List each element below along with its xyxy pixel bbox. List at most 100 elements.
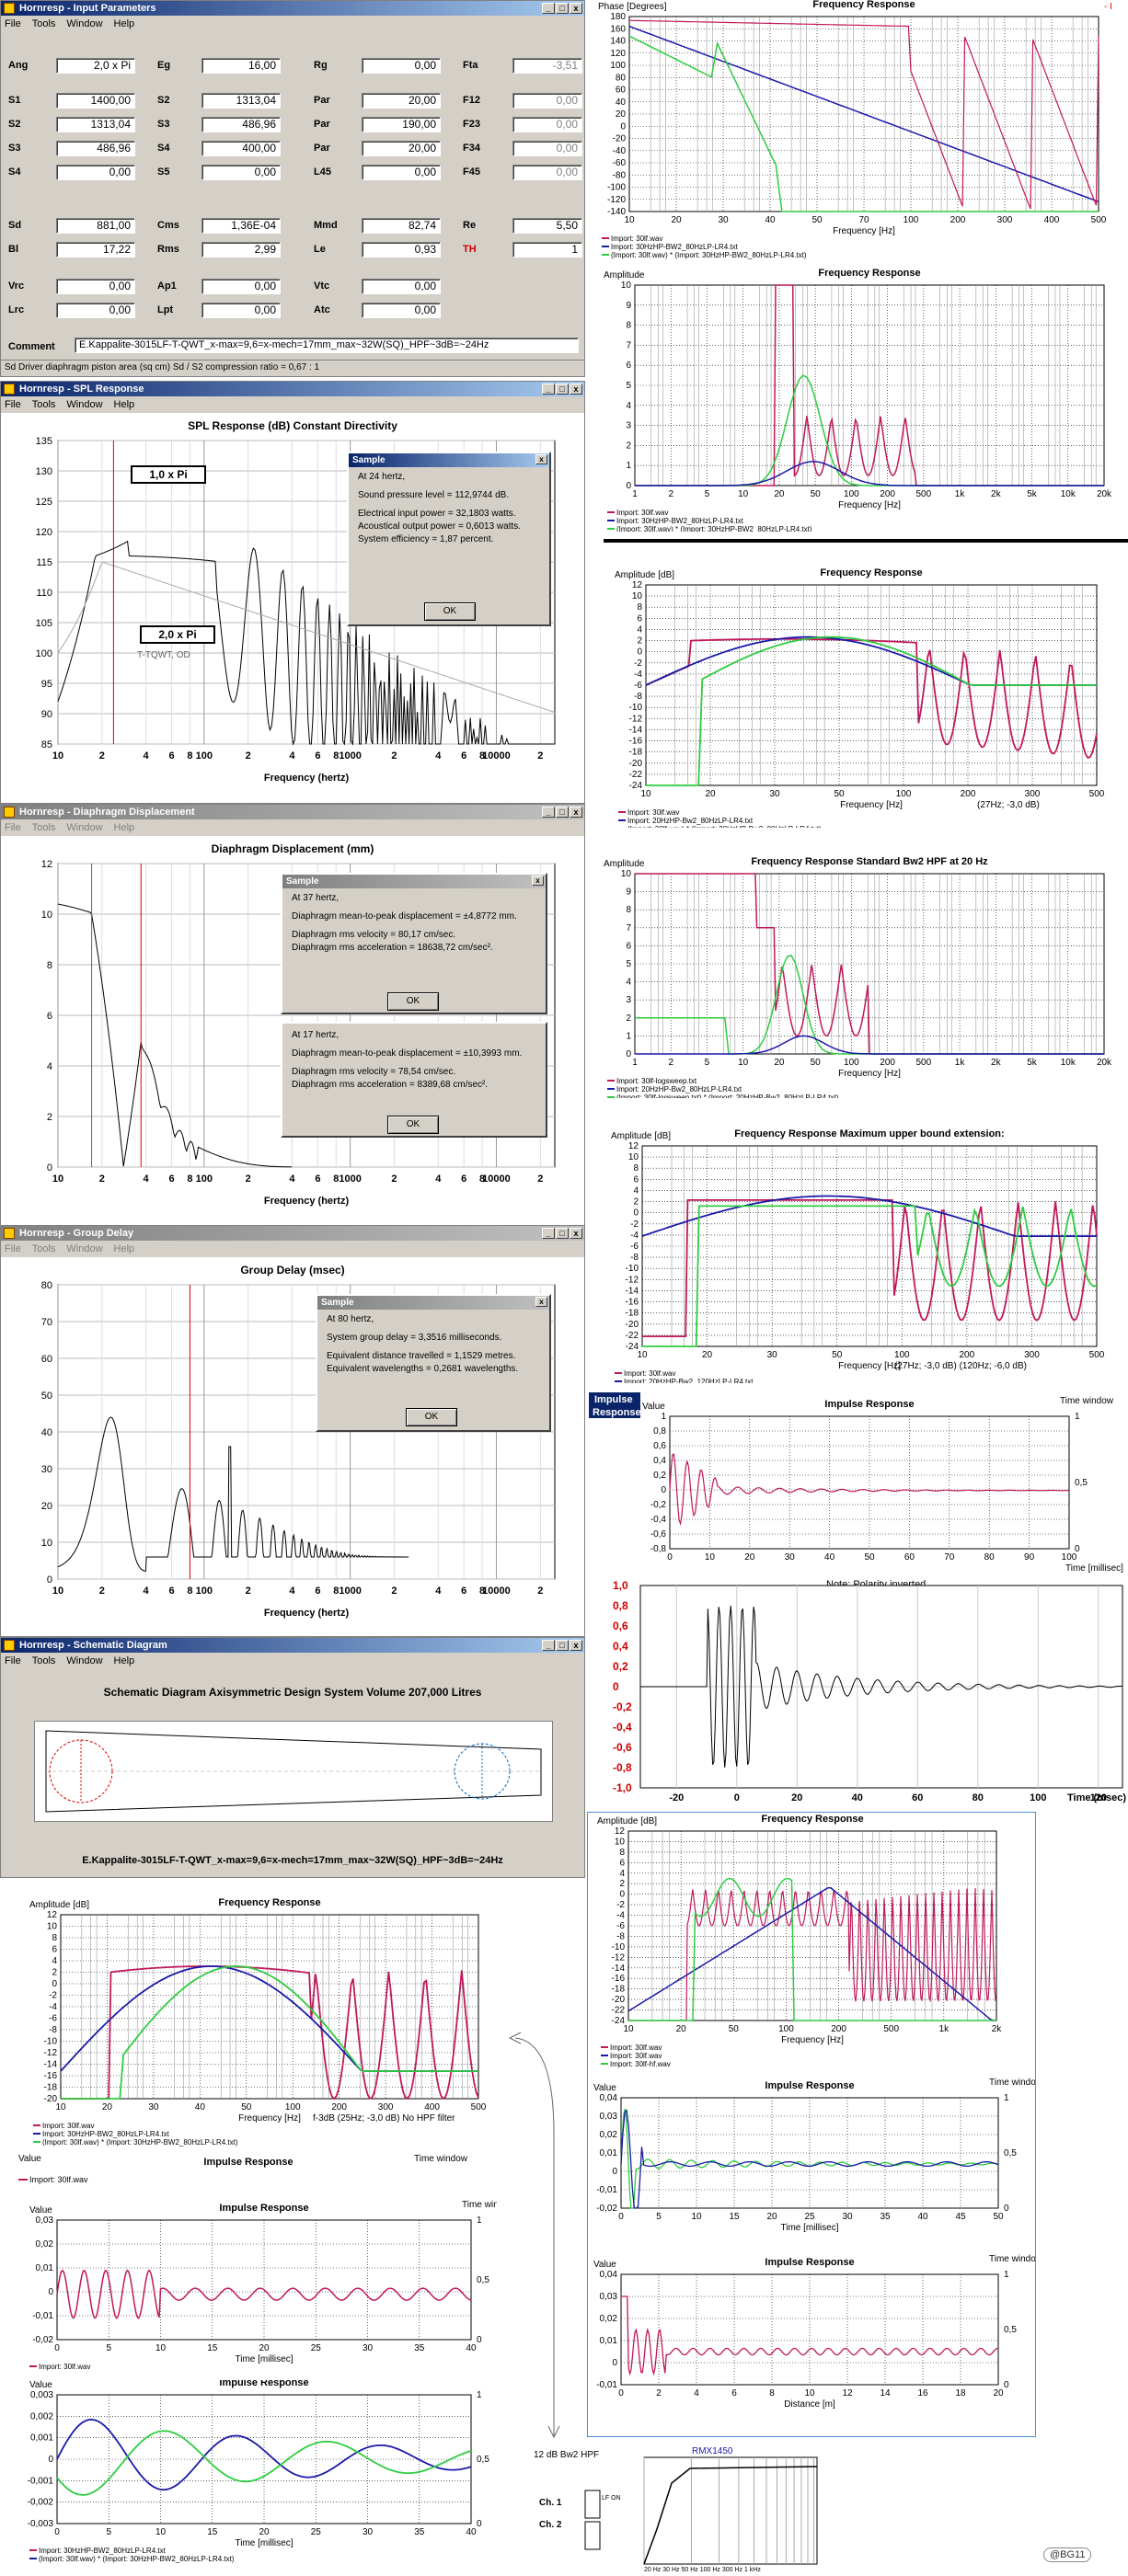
param-field-re[interactable]: 5,50	[512, 218, 582, 234]
title-bar[interactable]: Hornresp - Schematic Diagram _ □ x	[1, 1638, 584, 1653]
minimize-button[interactable]: _	[542, 1228, 555, 1239]
param-field-f45[interactable]: 0,00	[512, 165, 582, 180]
param-field-lrc[interactable]: 0,00	[56, 303, 135, 318]
close-icon[interactable]: x	[532, 876, 544, 886]
minimize-button[interactable]: _	[542, 384, 555, 395]
close-button[interactable]: x	[570, 1640, 582, 1651]
menu-item-window[interactable]: Window	[66, 1655, 103, 1666]
group-delay-curve	[57, 1416, 409, 1573]
title-bar[interactable]: Hornresp - Group Delay _ □ x	[1, 1226, 584, 1241]
param-field-vrc[interactable]: 0,00	[56, 279, 135, 294]
minimize-button[interactable]: _	[542, 1640, 555, 1651]
param-field-bl[interactable]: 17,22	[56, 242, 135, 258]
param-field-f12[interactable]: 0,00	[512, 93, 582, 109]
param-field-mmd[interactable]: 82,74	[362, 218, 441, 234]
menu-item-help[interactable]: Help	[113, 822, 135, 833]
menu-item-tools[interactable]: Tools	[31, 18, 56, 29]
response-tab[interactable]: Response	[593, 1407, 641, 1418]
menu-item-help[interactable]: Help	[113, 1655, 135, 1666]
menu-item-window[interactable]: Window	[66, 1243, 103, 1254]
param-field-rms[interactable]: 2,99	[201, 242, 281, 258]
menu-item-help[interactable]: Help	[113, 18, 135, 29]
menu-item-tools[interactable]: Tools	[31, 1243, 56, 1254]
maximize-button[interactable]: □	[556, 3, 569, 14]
ok-button[interactable]: OK	[424, 602, 476, 621]
blue-bordered-panel: Amplitude [dB] Frequency Response 12 10 8 6 4 2…	[587, 1812, 1036, 2437]
param-field-s2[interactable]: 1313,04	[201, 93, 281, 109]
close-button[interactable]: x	[570, 3, 582, 14]
param-field-vtc[interactable]: 0,00	[362, 279, 441, 294]
param-field-eg[interactable]: 16,00	[201, 58, 281, 74]
param-field-lpt[interactable]: 0,00	[201, 303, 281, 318]
time-window-label: Time window	[414, 2154, 468, 2164]
menu-item-file[interactable]: File	[5, 18, 21, 29]
param-field-s2[interactable]: 1313,04	[56, 117, 135, 132]
param-field-par[interactable]: 20,00	[362, 93, 441, 109]
minimize-button[interactable]: _	[542, 3, 555, 14]
title-bar[interactable]: Hornresp - SPL Response _ □ x	[1, 382, 584, 396]
param-field-rg[interactable]: 0,00	[362, 58, 441, 74]
param-field-par[interactable]: 190,00	[362, 117, 441, 132]
y-tick-label: 8	[47, 960, 52, 971]
maximize-button[interactable]: □	[556, 1640, 569, 1651]
param-field-s1[interactable]: 1400,00	[56, 93, 135, 109]
data-curve	[640, 1606, 1123, 1768]
dialog-title[interactable]: Sample x	[317, 1296, 549, 1310]
title-bar[interactable]: Hornresp - Diaphragm Displacement _ □ x	[1, 805, 584, 819]
menu-item-help[interactable]: Help	[113, 1243, 135, 1254]
param-field-cms[interactable]: 1,36E-04	[201, 218, 281, 234]
close-button[interactable]: x	[570, 384, 582, 395]
title-bar[interactable]: Hornresp - Input Parameters _ □ x	[1, 1, 584, 16]
comment-field[interactable]: E.Kappalite-3015LF-T-QWT_x-max=9,6=x-mec…	[75, 338, 579, 353]
menu-item-file[interactable]: File	[5, 1243, 21, 1254]
close-icon[interactable]: x	[535, 454, 547, 464]
ok-button[interactable]: OK	[387, 1116, 439, 1134]
x-tick-label: 15	[207, 2527, 218, 2537]
menu-item-help[interactable]: Help	[113, 399, 135, 410]
impulse-tab[interactable]: Impulse	[594, 1394, 633, 1405]
close-button[interactable]: x	[570, 807, 582, 818]
maximize-button[interactable]: □	[556, 384, 569, 395]
param-field-s4[interactable]: 0,00	[56, 165, 135, 180]
param-field-ang[interactable]: 2,0 x Pi	[56, 58, 135, 74]
param-field-s3[interactable]: 486,96	[56, 141, 135, 156]
data-curve	[620, 2108, 999, 2209]
param-field-par[interactable]: 20,00	[362, 141, 441, 156]
frequency-response-chart-2: Amplitude [dB] Frequency Response12108642…	[615, 567, 1105, 833]
param-field-s5[interactable]: 0,00	[201, 165, 281, 180]
maximize-button[interactable]: □	[556, 807, 569, 818]
x-tick-label: 10k	[1061, 1058, 1076, 1068]
menu-item-file[interactable]: File	[5, 822, 21, 833]
menu-item-window[interactable]: Window	[66, 18, 103, 29]
param-field-ap1[interactable]: 0,00	[201, 279, 281, 294]
minimize-button[interactable]: _	[542, 807, 555, 818]
maximize-button[interactable]: □	[556, 1228, 569, 1239]
close-button[interactable]: x	[570, 1228, 582, 1239]
param-field-fta[interactable]: -3,51	[512, 58, 582, 74]
x-tick-label: 200	[880, 489, 895, 499]
menu-item-tools[interactable]: Tools	[31, 822, 56, 833]
ok-button[interactable]: OK	[387, 992, 439, 1011]
param-field-s3[interactable]: 486,96	[201, 117, 281, 132]
param-field-f34[interactable]: 0,00	[512, 141, 582, 156]
dialog-title[interactable]: Sample x	[282, 875, 546, 888]
dialog-title[interactable]: Sample x	[349, 453, 549, 467]
y-tick-label: 0,01	[600, 2148, 618, 2158]
connector-arrow	[508, 2032, 560, 2439]
param-field-sd[interactable]: 881,00	[56, 218, 135, 234]
menu-item-window[interactable]: Window	[66, 822, 103, 833]
param-field-th[interactable]: 1	[512, 242, 582, 258]
menu-item-file[interactable]: File	[5, 399, 21, 410]
param-field-l45[interactable]: 0,00	[362, 165, 441, 180]
y-tick-label: -18	[44, 2083, 58, 2093]
param-field-le[interactable]: 0,93	[362, 242, 441, 258]
close-icon[interactable]: x	[535, 1297, 547, 1307]
param-field-f23[interactable]: 0,00	[512, 117, 582, 132]
menu-item-tools[interactable]: Tools	[31, 1655, 56, 1666]
menu-item-window[interactable]: Window	[66, 399, 103, 410]
param-field-atc[interactable]: 0,00	[362, 303, 441, 318]
ok-button[interactable]: OK	[406, 1408, 457, 1426]
param-field-s4[interactable]: 400,00	[201, 141, 281, 156]
menu-item-file[interactable]: File	[5, 1655, 21, 1666]
menu-item-tools[interactable]: Tools	[31, 399, 56, 410]
